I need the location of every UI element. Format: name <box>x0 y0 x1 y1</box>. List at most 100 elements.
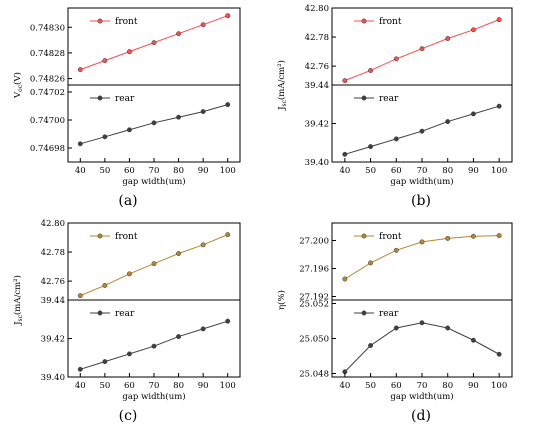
data-point <box>445 36 451 41</box>
x-tick-label: 60 <box>391 166 402 176</box>
legend-label: rear <box>379 94 399 104</box>
x-tick-label: 60 <box>391 381 402 391</box>
y-axis-title: η(%) <box>276 290 287 310</box>
data-point <box>200 242 206 248</box>
x-tick-label: 90 <box>198 166 209 176</box>
data-point <box>200 326 206 332</box>
data-point <box>445 325 451 331</box>
x-tick-label: 40 <box>75 381 86 391</box>
y-axis-title-sub: oc <box>17 84 24 92</box>
y-tick-label: 25.052 <box>299 300 329 310</box>
data-point <box>102 283 108 288</box>
y-axis-title: Voc(V) <box>12 72 24 99</box>
data-point <box>225 102 231 108</box>
x-tick-label: 50 <box>99 381 110 391</box>
data-point <box>151 343 157 349</box>
data-point <box>151 40 157 46</box>
data-point <box>225 318 231 324</box>
legend-label: rear <box>379 309 399 319</box>
x-axis-title: gap width(um) <box>390 391 453 402</box>
data-point <box>368 68 374 73</box>
legend-marker <box>361 95 367 101</box>
x-tick-label: 40 <box>339 381 350 391</box>
data-point <box>102 359 108 365</box>
x-tick-label: 90 <box>468 381 479 391</box>
data-point <box>77 366 83 372</box>
legend-marker <box>97 233 103 239</box>
x-tick-label: 50 <box>99 166 110 176</box>
data-point <box>102 134 108 140</box>
y-tick-label: 0.74830 <box>30 23 65 33</box>
data-point <box>342 276 348 282</box>
data-point <box>419 46 425 52</box>
chart-a: 0.74826 0.74828 0.74830 front 0.74698 0.74700… <box>12 7 241 209</box>
data-point <box>176 114 182 120</box>
y-axis-title: Jsc(mA/cm²) <box>276 60 288 111</box>
legend-label: rear <box>115 309 135 319</box>
y-tick-label: 0.74826 <box>30 75 65 85</box>
x-axis-title: gap width(um) <box>122 391 185 402</box>
panel-top: 0.74826 0.74828 0.74830 front <box>30 7 241 86</box>
data-point <box>225 232 231 238</box>
data-point <box>445 119 451 125</box>
panel-bottom: 39.40 39.42 39.44 rear <box>41 296 241 383</box>
y-axis-title-sub: sc <box>281 99 288 106</box>
y-tick-label: 42.76 <box>305 62 329 72</box>
data-point <box>393 136 399 142</box>
y-axis-title-main: J <box>13 321 23 326</box>
legend-marker <box>361 310 367 316</box>
y-tick-label: 42.78 <box>305 33 329 43</box>
y-axis-title-main: J <box>277 106 287 111</box>
data-point <box>126 271 132 277</box>
x-axis-title: gap width(um) <box>122 176 185 187</box>
x-tick-label: 80 <box>442 381 453 391</box>
panel-bottom: 25.048 25.050 25.052 rear <box>299 299 513 380</box>
data-point <box>496 351 502 357</box>
data-point <box>419 239 425 245</box>
data-point <box>393 56 399 62</box>
data-point <box>470 27 476 33</box>
data-point <box>496 103 502 109</box>
data-point <box>496 233 502 239</box>
panel-bottom: 39.40 39.42 39.44 rear <box>305 81 513 168</box>
x-tick-label: 60 <box>124 166 135 176</box>
panel-caption: (a) <box>118 193 137 209</box>
y-axis-title-unit: (V) <box>12 72 23 85</box>
panel-caption: (c) <box>119 408 138 424</box>
panel-caption: (b) <box>411 193 431 209</box>
x-tick-label: 70 <box>417 381 428 391</box>
x-tick-label: 70 <box>417 166 428 176</box>
data-point <box>200 109 206 115</box>
legend-label: rear <box>115 94 135 104</box>
x-tick-label: 90 <box>198 381 209 391</box>
x-tick-label: 100 <box>491 381 507 391</box>
data-point <box>445 235 451 241</box>
y-tick-label: 42.80 <box>305 4 329 14</box>
y-tick-label: 0.74700 <box>30 116 65 126</box>
panel-top: 27.192 27.196 27.200 front <box>299 222 513 303</box>
data-point <box>470 111 476 117</box>
panel-caption: (d) <box>411 408 431 424</box>
axes-frame <box>331 222 513 301</box>
data-point <box>126 127 132 133</box>
panel-bottom: 0.74698 0.74700 0.74702 rear <box>30 84 241 163</box>
axes-frame <box>331 299 513 378</box>
data-point <box>176 251 182 256</box>
y-tick-label: 42.80 <box>41 219 65 229</box>
y-tick-label: 42.78 <box>41 248 65 258</box>
legend-marker <box>361 233 367 239</box>
x-tick-label: 80 <box>442 166 453 176</box>
data-point <box>470 337 476 343</box>
legend-marker <box>97 310 103 316</box>
x-tick-label: 100 <box>220 381 236 391</box>
x-tick-label: 40 <box>75 166 86 176</box>
data-point <box>151 120 157 126</box>
data-point <box>225 13 231 19</box>
y-tick-label: 0.74698 <box>30 144 65 154</box>
y-tick-label: 39.44 <box>305 81 329 91</box>
y-tick-label: 27.192 <box>299 293 329 303</box>
x-tick-label: 40 <box>339 166 350 176</box>
y-tick-label: 39.40 <box>305 158 329 168</box>
data-point <box>77 293 83 299</box>
data-point <box>368 144 374 150</box>
